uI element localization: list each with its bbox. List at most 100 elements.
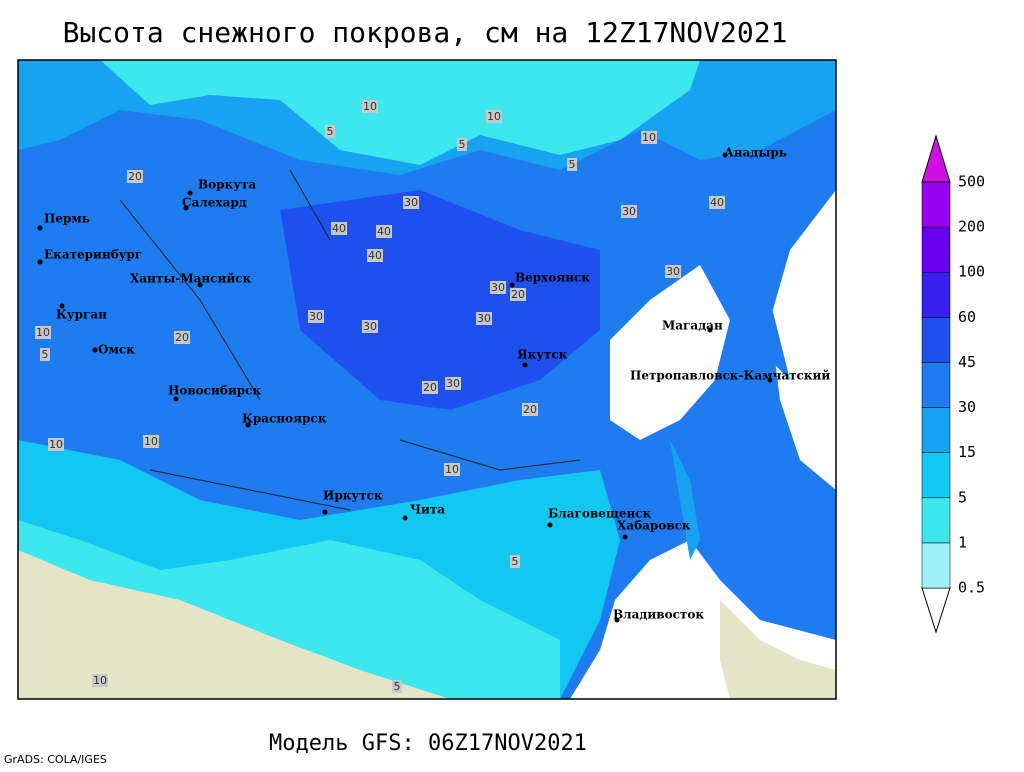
contour-text: 5 <box>394 680 401 693</box>
city-label: Иркутск <box>323 489 383 503</box>
sea-of-okhotsk <box>610 265 730 440</box>
contour-text: 10 <box>642 131 656 144</box>
contour-text: 20 <box>175 331 189 344</box>
sakhalin <box>670 440 700 560</box>
city-dot <box>707 327 713 333</box>
city-dot <box>37 259 43 265</box>
contour-label: 5 <box>567 158 577 171</box>
legend-label: 500 <box>958 173 985 191</box>
city-dot <box>92 347 98 353</box>
arctic-ocean <box>100 60 700 165</box>
contour-label: 5 <box>392 680 402 693</box>
city-dot <box>509 282 515 288</box>
legend-swatch <box>921 362 951 408</box>
legend-label: 30 <box>958 398 976 416</box>
legend-swatch <box>921 407 951 453</box>
contour-label: 30 <box>476 312 492 325</box>
contour-text: 40 <box>377 225 391 238</box>
contour-text: 5 <box>327 125 334 138</box>
legend-swatch <box>921 271 951 318</box>
contour-text: 20 <box>423 381 437 394</box>
contour-text: 40 <box>710 196 724 209</box>
contour-label: 10 <box>641 131 657 144</box>
contour-label: 10 <box>486 110 502 123</box>
city-label: Пермь <box>44 212 90 226</box>
legend-label: 45 <box>958 353 976 371</box>
contour-text: 30 <box>491 281 505 294</box>
kamchatka <box>740 260 790 380</box>
contour-text: 5 <box>459 138 466 151</box>
contour-text: 20 <box>523 403 537 416</box>
contour-text: 40 <box>332 222 346 235</box>
city-dot <box>183 205 189 211</box>
contour-text: 30 <box>446 377 460 390</box>
contour-text: 30 <box>363 320 377 333</box>
contour-label: 20 <box>127 170 143 183</box>
legend-label: 60 <box>958 308 976 326</box>
contour-label: 30 <box>308 310 324 323</box>
model-label: Модель GFS: 06Z17NOV2021 <box>269 731 587 756</box>
contour-text: 10 <box>487 110 501 123</box>
contour-text: 30 <box>666 265 680 278</box>
contour-label: 40 <box>331 222 347 235</box>
credit: GrADS: COLA/IGES <box>4 753 107 766</box>
city-label: Курган <box>56 308 107 322</box>
city-label: Чита <box>410 503 445 517</box>
city-label: Хабаровск <box>617 519 691 533</box>
contour-text: 10 <box>144 435 158 448</box>
contour-text: 30 <box>404 196 418 209</box>
city-label: Благовещенск <box>548 507 652 521</box>
city-label: Владивосток <box>613 608 704 622</box>
contour-text: 20 <box>128 170 142 183</box>
legend-swatch <box>921 497 951 544</box>
legend-triangle <box>921 587 951 634</box>
city-label: Петропавловск-Камчатский <box>630 369 830 383</box>
contour-text: 5 <box>569 158 576 171</box>
city-dot <box>722 152 728 158</box>
contour-label: 20 <box>422 381 438 394</box>
title: Высота снежного покрова, см на 12Z17NOV2… <box>63 16 788 49</box>
contour-label: 20 <box>522 403 538 416</box>
map <box>17 59 837 700</box>
legend-triangle <box>921 134 951 183</box>
legend-label: 1 <box>958 533 967 551</box>
city-dot <box>614 617 620 623</box>
legend-swatch <box>921 542 951 589</box>
legend-swatch <box>921 452 951 499</box>
city-dot <box>767 377 773 383</box>
city-label: Омск <box>98 343 135 357</box>
contour-label: 30 <box>445 377 461 390</box>
contour-label: 20 <box>510 288 526 301</box>
legend-label: 5 <box>958 488 967 506</box>
contour-text: 20 <box>511 288 525 301</box>
city-label: Магадан <box>662 319 723 333</box>
contour-label: 10 <box>92 674 108 687</box>
city-dot <box>402 515 408 521</box>
contour-label: 10 <box>444 463 460 476</box>
city-dot <box>245 422 251 428</box>
contour-label: 40 <box>367 249 383 262</box>
contour-labels: 10 5 10 5 5 10 20 30 40 40 40 30 20 30 3… <box>35 100 725 693</box>
city-dot <box>522 362 528 368</box>
city-dot <box>187 190 193 196</box>
cities: Анадырь Воркута Салехард Пермь Екатеринб… <box>37 146 830 623</box>
contour-label: 10 <box>48 438 64 451</box>
contour-text: 5 <box>42 348 49 361</box>
city-dot <box>322 509 328 515</box>
legend-swatch <box>921 226 951 273</box>
contour-label: 10 <box>35 326 51 339</box>
city-label: Новосибирск <box>168 384 261 398</box>
contour-label: 30 <box>403 196 419 209</box>
contour-label: 30 <box>621 205 637 218</box>
city-dot <box>197 282 203 288</box>
contour-label: 10 <box>143 435 159 448</box>
city-label: Красноярск <box>242 412 327 426</box>
contour-label: 20 <box>174 331 190 344</box>
city-dot <box>547 522 553 528</box>
contour-label: 40 <box>709 196 725 209</box>
city-dot <box>37 225 43 231</box>
pacific-ocean <box>770 190 836 490</box>
